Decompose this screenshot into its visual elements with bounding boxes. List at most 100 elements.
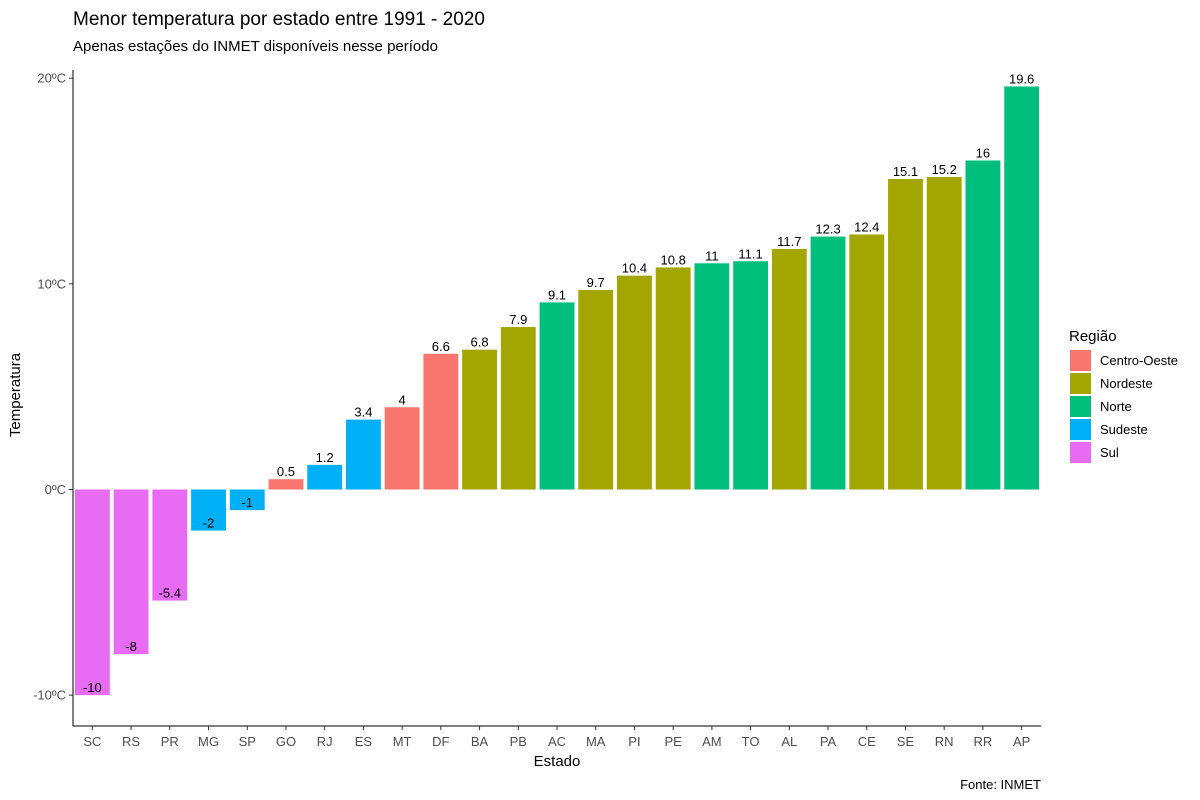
legend-title: Região: [1069, 328, 1117, 345]
bar-es: [345, 419, 381, 490]
x-tick-label: MA: [586, 734, 606, 749]
chart-title: Menor temperatura por estado entre 1991 …: [73, 9, 485, 30]
x-tick-label: SE: [897, 734, 915, 749]
bar-ma: [578, 290, 614, 490]
x-tick-label: MG: [198, 734, 219, 749]
bar-df: [423, 353, 459, 490]
bar-value-label: 15.2: [932, 162, 957, 177]
y-tick-label: -10ºC: [33, 688, 66, 703]
bar-ap: [1004, 86, 1040, 490]
bar-value-label: 7.9: [509, 312, 527, 327]
legend-label: Centro-Oeste: [1100, 353, 1178, 368]
legend-key-sul: [1070, 442, 1091, 463]
bar-value-label: 11: [705, 248, 719, 263]
bar-value-label: 9.7: [587, 275, 605, 290]
bar-value-label: 4: [399, 392, 406, 407]
x-tick-label: DF: [432, 734, 449, 749]
bar-value-label: -2: [203, 516, 215, 531]
bar-ac: [539, 302, 575, 490]
x-tick-label: PI: [628, 734, 640, 749]
bar-value-label: 1.2: [316, 450, 334, 465]
bar-pb: [500, 327, 536, 490]
legend-label: Sudeste: [1100, 422, 1148, 437]
bar-value-label: 10.8: [661, 252, 686, 267]
bar-value-label: 9.1: [548, 287, 566, 302]
bar-ce: [849, 234, 885, 490]
bar-value-label: 12.4: [854, 220, 879, 235]
bar-value-label: 11.7: [777, 234, 801, 249]
x-tick-label: PR: [161, 734, 179, 749]
bar-to: [733, 261, 769, 490]
bar-se: [888, 178, 923, 490]
legend-key-nordeste: [1070, 373, 1091, 394]
bar-value-label: -1: [241, 495, 253, 510]
x-tick-label: MT: [393, 734, 412, 749]
x-tick-label: SP: [239, 734, 256, 749]
x-tick-label: AL: [781, 734, 797, 749]
x-tick-label: PB: [510, 734, 527, 749]
x-axis-ticks: SC RS PR MG SP GO RJ ES MT DF BA PB AC MA PI PE AM TO AL PA…: [83, 726, 1030, 749]
bar-value-label: -10: [83, 680, 102, 695]
x-tick-label: AC: [548, 734, 566, 749]
bar-pe: [655, 267, 691, 490]
y-tick-label: 20ºC: [37, 71, 66, 86]
bar-mt: [384, 407, 420, 490]
x-tick-label: CE: [858, 734, 876, 749]
bar-value-label: 6.6: [432, 339, 450, 354]
bar-go: [268, 479, 304, 490]
y-tick-label: 10ºC: [37, 276, 66, 291]
legend-label: Norte: [1100, 399, 1132, 414]
bars-group: [74, 86, 1040, 696]
x-tick-label: RJ: [317, 734, 333, 749]
legend-key-sudeste: [1070, 419, 1091, 440]
legend-label: Nordeste: [1100, 376, 1153, 391]
bar-value-label: 10.4: [622, 261, 647, 276]
bar-am: [694, 263, 730, 490]
bar-rs: [113, 489, 149, 655]
bar-value-label: -5.4: [159, 586, 181, 601]
bar-rr: [965, 160, 1001, 490]
bar-pr: [152, 489, 188, 601]
x-tick-label: RN: [935, 734, 954, 749]
bar-value-label: 3.4: [354, 405, 372, 420]
bar-value-label: 12.3: [815, 222, 840, 237]
bar-value-label: 11.1: [738, 246, 762, 261]
bar-rn: [926, 176, 962, 490]
x-tick-label: AP: [1013, 734, 1030, 749]
x-tick-label: AM: [702, 734, 722, 749]
x-tick-label: RS: [122, 734, 140, 749]
y-tick-label: 0ºC: [45, 482, 66, 497]
bar-value-label: 6.8: [471, 335, 489, 350]
legend-key-centro-oeste: [1070, 350, 1091, 371]
bar-value-label: -8: [125, 639, 137, 654]
bar-ba: [462, 349, 497, 490]
bar-al: [771, 248, 807, 490]
legend-label: Sul: [1100, 445, 1119, 460]
y-axis-title: Temperatura: [7, 352, 24, 437]
legend-key-norte: [1070, 396, 1091, 417]
bar-mg: [191, 489, 226, 531]
x-tick-label: PA: [820, 734, 837, 749]
caption: Fonte: INMET: [960, 777, 1041, 792]
bar-sp: [229, 489, 265, 511]
bar-labels-group: -10 -8 -5.4 -2 -1 0.5 1.2 3.4 4 6.6 6.8 7.9 9.1 9.7 10…: [83, 71, 1034, 695]
x-tick-label: ES: [355, 734, 373, 749]
bar-pi: [617, 275, 652, 490]
bar-value-label: 0.5: [277, 464, 295, 479]
x-tick-label: TO: [742, 734, 760, 749]
x-tick-label: PE: [664, 734, 682, 749]
x-tick-label: BA: [471, 734, 489, 749]
bar-value-label: 16: [976, 145, 990, 160]
legend: Região Centro-Oeste Nordeste Norte Sudeste S…: [1069, 328, 1178, 463]
bar-sc: [74, 489, 110, 696]
bar-pa: [810, 236, 846, 490]
y-axis-ticks: -10ºC 0ºC 10ºC 20ºC: [33, 71, 73, 703]
bar-rj: [307, 464, 343, 490]
x-tick-label: GO: [276, 734, 296, 749]
bar-value-label: 15.1: [893, 164, 918, 179]
x-tick-label: RR: [974, 734, 993, 749]
x-tick-label: SC: [83, 734, 101, 749]
bar-value-label: 19.6: [1009, 71, 1034, 86]
chart-subtitle: Apenas estações do INMET disponíveis nes…: [73, 38, 438, 55]
